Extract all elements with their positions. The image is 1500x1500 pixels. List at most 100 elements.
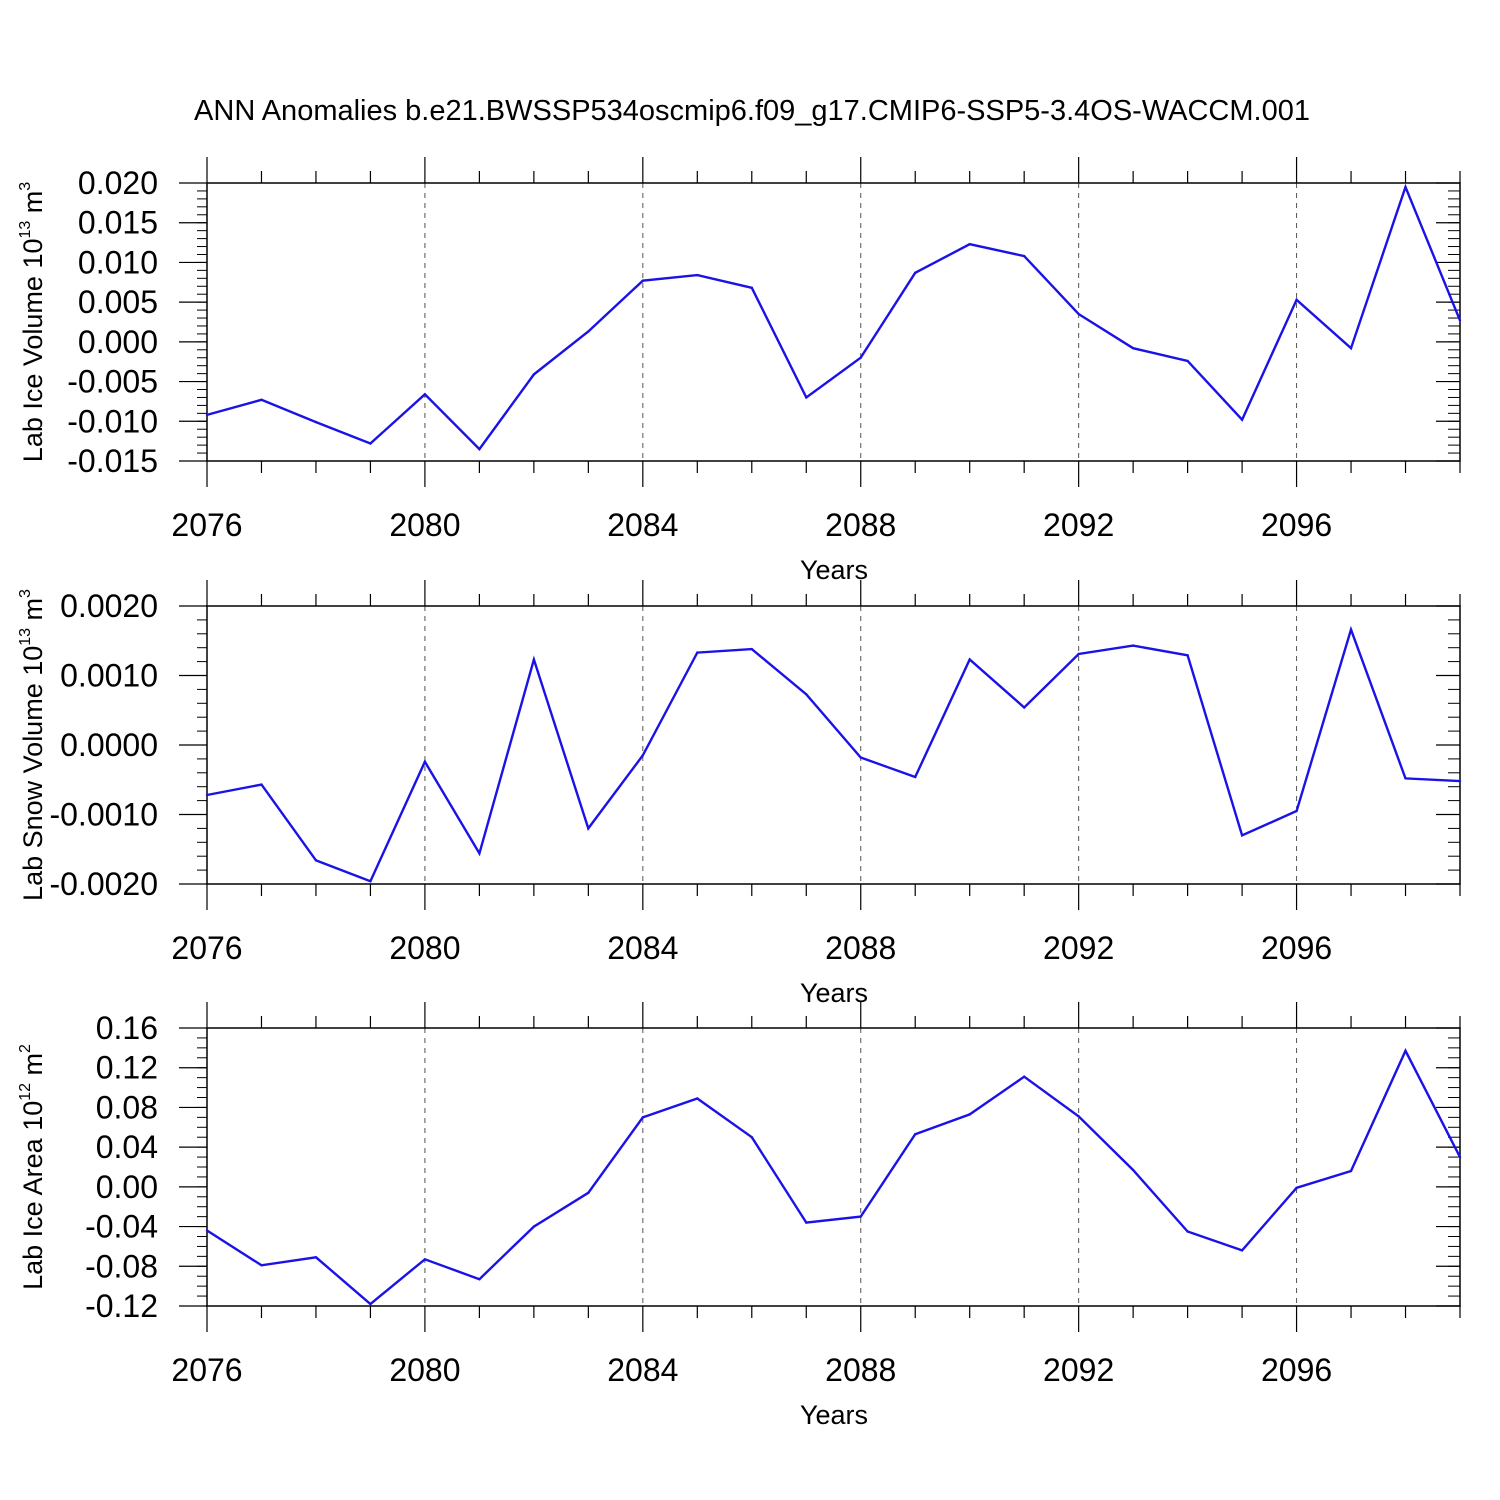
data-point — [1131, 347, 1135, 350]
x-tick-label: 2080 — [389, 507, 460, 543]
x-tick-label: 2080 — [389, 930, 460, 966]
y-label-exponent: 13 — [17, 221, 34, 239]
y-tick-label: 0.015 — [78, 205, 158, 241]
y-axis-label: Lab Ice Area 1012 m2 — [17, 1044, 48, 1290]
data-point — [423, 1258, 427, 1261]
data-point — [1131, 1168, 1135, 1172]
y-tick-label: -0.005 — [67, 364, 158, 400]
y-tick-label: 0.12 — [96, 1050, 158, 1086]
x-tick-label: 2096 — [1261, 1352, 1332, 1388]
y-tick-label: 0.0000 — [60, 727, 158, 763]
data-point — [1022, 254, 1026, 258]
data-point — [696, 273, 699, 277]
y-label-unit-exponent: 2 — [17, 1044, 34, 1053]
data-point — [587, 330, 590, 333]
data-point — [859, 356, 862, 359]
x-axis-label: Years — [800, 555, 868, 585]
data-point — [205, 413, 209, 417]
y-tick-label: 0.04 — [96, 1129, 158, 1165]
y-tick-label: -0.04 — [85, 1209, 158, 1245]
data-point — [696, 1097, 699, 1100]
series-line — [206, 625, 1461, 883]
data-point — [532, 373, 536, 376]
y-label-exponent: 12 — [17, 1083, 34, 1101]
y-label-prefix: Lab Ice Volume 10 — [18, 239, 48, 463]
y-tick-label: 0.16 — [96, 1010, 158, 1046]
data-point — [1349, 347, 1353, 350]
data-point — [968, 1113, 971, 1116]
data-point — [1186, 654, 1189, 657]
y-tick-label: 0.0020 — [60, 588, 158, 624]
data-point — [1186, 359, 1189, 363]
x-tick-label: 2076 — [171, 507, 242, 543]
data-point — [587, 1191, 590, 1195]
data-point — [314, 859, 318, 862]
data-point — [478, 1277, 481, 1281]
plot-frame — [206, 605, 1461, 885]
data-point — [1077, 1115, 1080, 1118]
data-point — [1295, 809, 1298, 813]
x-tick-label: 2092 — [1043, 507, 1114, 543]
x-tick-label: 2088 — [825, 930, 896, 966]
data-point — [1349, 628, 1353, 631]
y-label-unit: m — [18, 191, 48, 221]
plot-frame — [206, 182, 1461, 462]
data-point — [260, 783, 263, 786]
x-axis-label: Years — [800, 1400, 868, 1430]
data-point — [1131, 644, 1135, 647]
data-point — [805, 693, 808, 696]
y-tick-label: -0.0020 — [49, 866, 158, 902]
y-tick-label: 0.010 — [78, 244, 158, 280]
data-point — [1458, 1155, 1462, 1159]
figure-title: ANN Anomalies b.e21.BWSSP534oscmip6.f09_… — [194, 95, 1310, 127]
data-point — [750, 647, 753, 651]
data-point — [805, 1221, 808, 1224]
y-tick-label: 0.005 — [78, 284, 158, 320]
data-point — [369, 442, 372, 445]
data-point — [314, 1256, 318, 1259]
panel-lab-ice-volume: 2076 2080 2084 2088 2092 2096 Years -0.015 -0.01… — [17, 157, 1462, 585]
series-line — [206, 1048, 1462, 1306]
y-label-prefix: Lab Snow Volume 10 — [18, 646, 48, 901]
y-tick-label: 0.08 — [96, 1089, 158, 1125]
data-point — [859, 1215, 862, 1218]
data-point — [1349, 1169, 1353, 1173]
x-tick-label: 2076 — [171, 930, 242, 966]
x-tick-label: 2092 — [1043, 930, 1114, 966]
data-point — [968, 242, 971, 246]
data-point — [478, 447, 481, 451]
data-point — [205, 793, 209, 797]
data-point — [260, 398, 263, 402]
data-point — [587, 827, 590, 830]
panel-lab-snow-volume: 2076 2080 2084 2088 2092 2096 Years -0.0020 -0.0… — [17, 580, 1462, 1008]
y-tick-label: -0.0010 — [49, 797, 158, 833]
y-tick-label: 0.0010 — [60, 658, 158, 694]
data-point — [478, 852, 481, 855]
x-tick-label: 2076 — [171, 1352, 242, 1388]
panels: 2076 2080 2084 2088 2092 2096 Years -0.015 -0.01… — [17, 157, 1462, 1430]
y-axis-label: Lab Ice Volume 1013 m3 — [17, 182, 48, 462]
y-tick-label: -0.015 — [67, 443, 158, 479]
series-line — [206, 183, 1462, 451]
x-axis-label: Years — [800, 978, 868, 1008]
data-point — [369, 1302, 372, 1306]
data-point — [532, 1225, 536, 1228]
data-point — [260, 1264, 263, 1267]
y-tick-label: -0.12 — [85, 1288, 158, 1324]
data-point — [914, 775, 917, 779]
data-point — [1404, 777, 1407, 780]
x-tick-label: 2084 — [607, 507, 678, 543]
data-point — [914, 271, 917, 274]
data-point — [205, 1229, 209, 1232]
x-tick-label: 2096 — [1261, 507, 1332, 543]
data-point — [1404, 1049, 1407, 1053]
data-point — [1240, 1249, 1244, 1252]
panel-lab-ice-area: 2076 2080 2084 2088 2092 2096 Years -0.12 -0.08-… — [17, 1002, 1462, 1430]
data-point — [423, 760, 427, 763]
y-label-prefix: Lab Ice Area 10 — [18, 1101, 48, 1290]
data-point — [1022, 706, 1026, 709]
x-tick-label: 2088 — [825, 1352, 896, 1388]
y-axis-label: Lab Snow Volume 1013 m3 — [17, 589, 48, 901]
x-tick-label: 2092 — [1043, 1352, 1114, 1388]
